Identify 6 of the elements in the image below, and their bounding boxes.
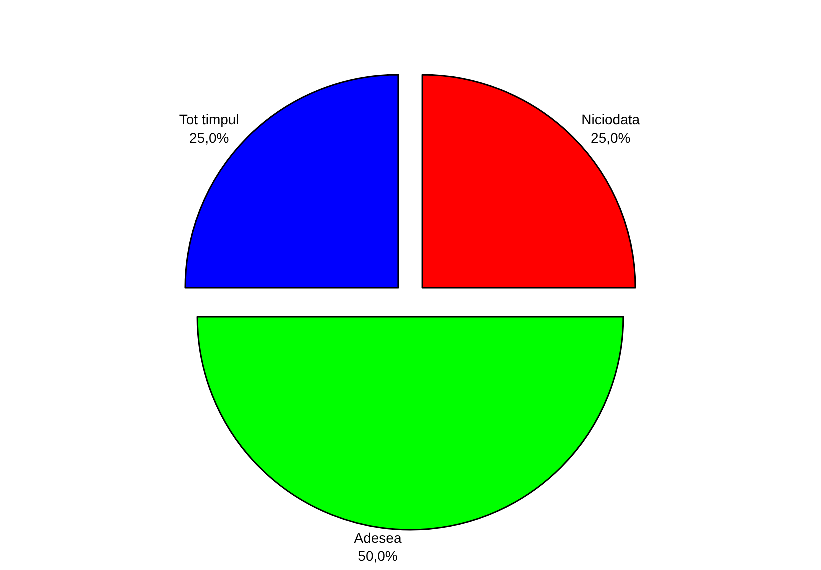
slice-label: Adesea — [354, 530, 402, 546]
data-label: 25,0% — [591, 130, 631, 146]
data-label: 25,0% — [190, 130, 230, 146]
slice-label: Tot timpul — [179, 112, 240, 128]
data-label: 50,0% — [358, 548, 398, 564]
slice-label: Niciodata — [582, 112, 640, 128]
